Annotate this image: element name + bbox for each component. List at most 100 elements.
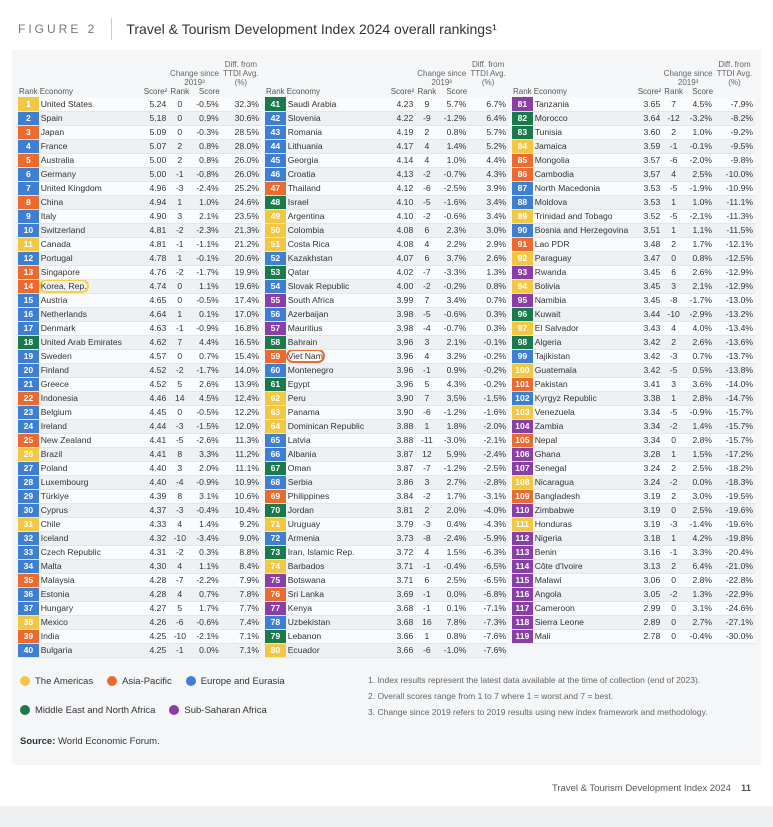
- change-score: 5.7%: [439, 97, 469, 111]
- diff: -13.4%: [714, 321, 755, 335]
- change-score: -1.7%: [191, 265, 220, 279]
- table-row: 116 Angola 3.05 -2 1.3% -22.9%: [512, 587, 755, 601]
- score: 4.64: [143, 307, 169, 321]
- economy: Türkiye: [39, 489, 143, 503]
- economy: Guatemala: [533, 363, 637, 377]
- score: 3.05: [637, 587, 663, 601]
- diff: 12.2%: [221, 405, 261, 419]
- legend-dot: [186, 676, 196, 686]
- table-row: 111 Honduras 3.19 -3 -1.4% -19.6%: [512, 517, 755, 531]
- change-rank: -8: [662, 293, 685, 307]
- source-label: Source:: [20, 736, 55, 747]
- legend-label: Asia-Pacific: [122, 676, 172, 687]
- score: 3.71: [390, 573, 416, 587]
- diff: -12.1%: [714, 237, 755, 251]
- table-row: 10 Switzerland 4.81 -2 -2.3% 21.3%: [18, 223, 261, 237]
- rank: 114: [512, 559, 533, 573]
- table-row: 12 Portugal 4.78 1 -0.1% 20.6%: [18, 251, 261, 265]
- change-rank: 0: [168, 97, 191, 111]
- change-score: 2.1%: [685, 279, 714, 293]
- table-row: 81 Tanzania 3.65 7 4.5% -7.9%: [512, 97, 755, 111]
- rank: 26: [18, 447, 39, 461]
- change-score: -1.4%: [685, 517, 714, 531]
- rank: 77: [265, 601, 286, 615]
- change-score: 1.7%: [191, 601, 220, 615]
- table-row: 42 Slovenia 4.22 -9 -1.2% 6.4%: [265, 111, 508, 125]
- diff: 3.0%: [468, 223, 508, 237]
- economy: Cambodia: [533, 167, 637, 181]
- th-rank: Rank: [18, 87, 39, 97]
- rank: 44: [265, 139, 286, 153]
- rank: 96: [512, 307, 533, 321]
- rank: 67: [265, 461, 286, 475]
- score: 3.47: [637, 251, 663, 265]
- score: 3.59: [637, 139, 663, 153]
- th-score: Score²: [637, 87, 663, 97]
- table-row: 92 Paraguay 3.47 0 0.8% -12.5%: [512, 251, 755, 265]
- score: 4.07: [390, 251, 416, 265]
- change-score: 1.4%: [191, 517, 220, 531]
- diff: -0.2%: [468, 349, 508, 363]
- economy: Costa Rica: [286, 237, 390, 251]
- table-row: 49 Argentina 4.10 -2 -0.6% 3.4%: [265, 209, 508, 223]
- rank: 5: [18, 153, 39, 167]
- score: 3.45: [637, 265, 663, 279]
- change-rank: 1: [415, 419, 438, 433]
- change-rank: 4: [662, 167, 685, 181]
- rank: 87: [512, 181, 533, 195]
- score: 3.90: [390, 405, 416, 419]
- note: 2. Overall scores range from 1 to 7 wher…: [368, 688, 753, 704]
- economy: Bosnia and Herzegovina: [533, 223, 637, 237]
- table-row: 19 Sweden 4.57 0 0.7% 15.4%: [18, 349, 261, 363]
- score: 4.37: [143, 503, 169, 517]
- note: 1. Index results represent the latest da…: [368, 672, 753, 688]
- legend-label: Sub-Saharan Africa: [184, 705, 266, 716]
- rank: 62: [265, 391, 286, 405]
- change-score: 3.3%: [191, 447, 220, 461]
- diff: -10.9%: [714, 181, 755, 195]
- diff: -7.6%: [468, 643, 508, 657]
- economy: Mongolia: [533, 153, 637, 167]
- economy: Latvia: [286, 433, 390, 447]
- score: 3.69: [390, 587, 416, 601]
- rank: 9: [18, 209, 39, 223]
- change-rank: -5: [168, 433, 191, 447]
- diff: -9.8%: [714, 153, 755, 167]
- economy: China: [39, 195, 143, 209]
- diff: 7.7%: [221, 601, 261, 615]
- economy: Nigeria: [533, 531, 637, 545]
- legend-and-notes: The Americas Asia-Pacific Europe and Eur…: [18, 658, 755, 726]
- legend-label: Middle East and North Africa: [35, 705, 155, 716]
- legend: The Americas Asia-Pacific Europe and Eur…: [20, 672, 320, 720]
- change-score: 7.8%: [439, 615, 469, 629]
- score: 3.98: [390, 321, 416, 335]
- change-score: 1.4%: [439, 139, 469, 153]
- legend-label: The Americas: [35, 676, 93, 687]
- table-row: 30 Cyprus 4.37 -3 -0.4% 10.4%: [18, 503, 261, 517]
- rank: 80: [265, 643, 286, 657]
- table-row: 77 Kenya 3.68 -1 0.1% -7.1%: [265, 601, 508, 615]
- table-row: 18 United Arab Emirates 4.62 7 4.4% 16.5…: [18, 335, 261, 349]
- economy: Qatar: [286, 265, 390, 279]
- change-score: 2.1%: [191, 209, 220, 223]
- change-rank: 6: [415, 223, 438, 237]
- table-row: 15 Austria 4.65 0 -0.5% 17.4%: [18, 293, 261, 307]
- rank: 79: [265, 629, 286, 643]
- economy: Hungary: [39, 601, 143, 615]
- diff: -7.3%: [468, 615, 508, 629]
- change-score: -2.0%: [685, 153, 714, 167]
- economy: Philippines: [286, 489, 390, 503]
- diff: -14.7%: [714, 391, 755, 405]
- rank: 107: [512, 461, 533, 475]
- change-rank: -5: [662, 405, 685, 419]
- change-rank: -2: [415, 209, 438, 223]
- score: 4.44: [143, 419, 169, 433]
- economy: Germany: [39, 167, 143, 181]
- change-rank: 2: [662, 125, 685, 139]
- rank: 104: [512, 419, 533, 433]
- table-row: 103 Venezuela 3.34 -5 -0.9% -15.7%: [512, 405, 755, 419]
- economy: Egypt: [286, 377, 390, 391]
- rank: 18: [18, 335, 39, 349]
- table-row: 60 Montenegro 3.96 -1 0.9% -0.2%: [265, 363, 508, 377]
- table-row: 43 Romania 4.19 2 0.8% 5.7%: [265, 125, 508, 139]
